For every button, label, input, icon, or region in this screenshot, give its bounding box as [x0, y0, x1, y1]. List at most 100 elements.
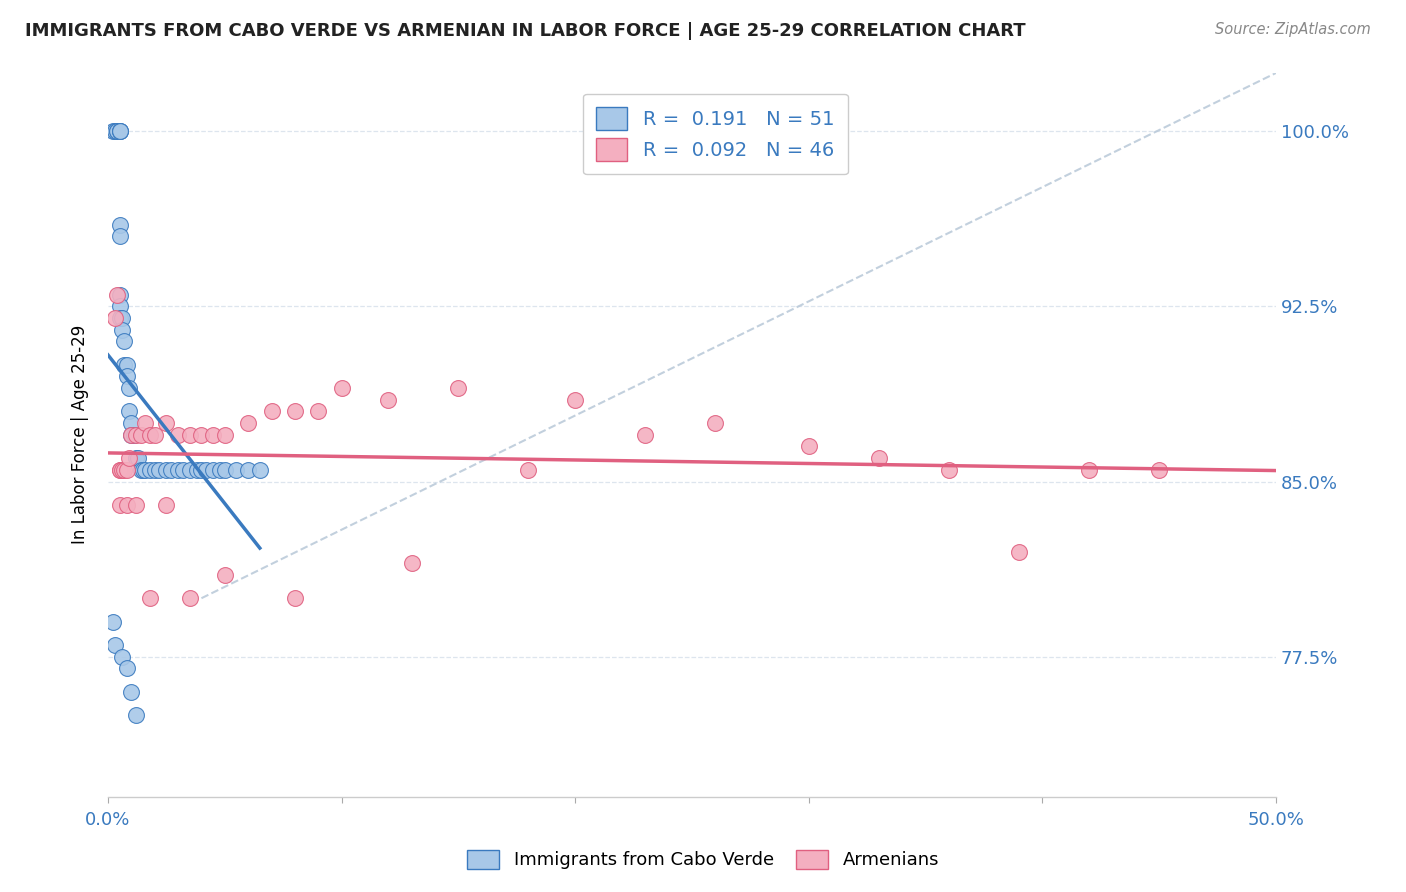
Point [517, 463, 540, 477]
Point [115, 498, 138, 512]
Point [155, 463, 177, 477]
Point [122, 427, 145, 442]
Point [195, 463, 218, 477]
Point [564, 392, 586, 407]
Point [260, 404, 283, 418]
Point [115, 661, 138, 675]
Point [134, 416, 156, 430]
Point [634, 427, 657, 442]
Point [139, 427, 162, 442]
Point [108, 124, 131, 138]
Point [704, 416, 727, 430]
Point [139, 591, 162, 606]
Point [112, 334, 135, 349]
Point [155, 498, 177, 512]
Point [377, 392, 399, 407]
Point [190, 427, 212, 442]
Point [104, 638, 127, 652]
Point [132, 463, 155, 477]
Point [202, 427, 225, 442]
Point [118, 381, 141, 395]
Point [127, 451, 149, 466]
Point [101, 124, 124, 138]
Point [236, 416, 259, 430]
Point [214, 427, 236, 442]
Point [214, 567, 236, 582]
Point [249, 463, 271, 477]
Point [125, 427, 148, 442]
Point [108, 463, 131, 477]
Point [115, 358, 138, 372]
Point [284, 404, 307, 418]
Point [202, 463, 225, 477]
Point [797, 440, 820, 454]
Point [108, 287, 131, 301]
Point [120, 427, 142, 442]
Point [125, 451, 148, 466]
Point [108, 124, 131, 138]
Point [108, 311, 131, 326]
Point [938, 463, 960, 477]
Point [1008, 544, 1031, 558]
Point [330, 381, 353, 395]
Point [179, 427, 201, 442]
Point [105, 287, 128, 301]
Point [148, 463, 170, 477]
Text: IMMIGRANTS FROM CABO VERDE VS ARMENIAN IN LABOR FORCE | AGE 25-29 CORRELATION CH: IMMIGRANTS FROM CABO VERDE VS ARMENIAN I… [25, 22, 1026, 40]
Point [108, 498, 131, 512]
Point [186, 463, 208, 477]
Legend: Immigrants from Cabo Verde, Armenians: Immigrants from Cabo Verde, Armenians [458, 841, 948, 879]
Point [401, 556, 423, 570]
Point [125, 498, 148, 512]
Point [179, 463, 201, 477]
Point [104, 311, 127, 326]
Point [104, 124, 127, 138]
Point [120, 427, 142, 442]
Point [155, 416, 177, 430]
Point [1147, 463, 1170, 477]
Point [108, 300, 131, 314]
Point [1078, 463, 1101, 477]
Legend: R =  0.191   N = 51, R =  0.092   N = 46: R = 0.191 N = 51, R = 0.092 N = 46 [582, 94, 848, 175]
Text: 50.0%: 50.0% [1247, 811, 1305, 829]
Point [209, 463, 232, 477]
Point [108, 463, 131, 477]
Point [112, 463, 135, 477]
Point [115, 369, 138, 384]
Point [108, 218, 131, 232]
Point [134, 463, 156, 477]
Text: 0.0%: 0.0% [86, 811, 131, 829]
Point [111, 649, 134, 664]
Point [167, 463, 190, 477]
Point [111, 311, 134, 326]
Point [172, 463, 194, 477]
Point [214, 463, 236, 477]
Point [115, 463, 138, 477]
Point [139, 463, 162, 477]
Y-axis label: In Labor Force | Age 25-29: In Labor Force | Age 25-29 [72, 326, 89, 544]
Point [108, 229, 131, 244]
Point [129, 427, 152, 442]
Point [143, 463, 166, 477]
Point [167, 427, 190, 442]
Point [143, 427, 166, 442]
Point [111, 463, 134, 477]
Point [101, 615, 124, 629]
Point [284, 591, 307, 606]
Point [129, 463, 152, 477]
Point [236, 463, 259, 477]
Point [225, 463, 247, 477]
Point [112, 358, 135, 372]
Point [179, 591, 201, 606]
Point [160, 463, 183, 477]
Text: Source: ZipAtlas.com: Source: ZipAtlas.com [1215, 22, 1371, 37]
Point [118, 404, 141, 418]
Point [190, 463, 212, 477]
Point [118, 451, 141, 466]
Point [307, 404, 329, 418]
Point [108, 124, 131, 138]
Point [120, 684, 142, 698]
Point [105, 124, 128, 138]
Point [868, 451, 890, 466]
Point [105, 124, 128, 138]
